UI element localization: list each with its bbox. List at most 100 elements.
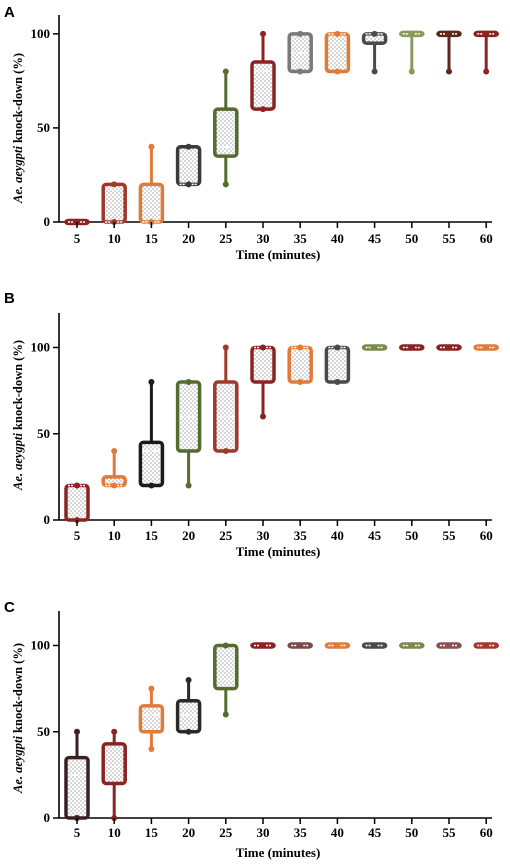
panel-b-letter: B — [4, 290, 15, 307]
min-point — [222, 448, 229, 454]
x-tick-label: 45 — [368, 231, 382, 246]
min-point — [260, 642, 266, 649]
max-point — [111, 728, 118, 735]
min-point — [222, 711, 229, 718]
panel-b-boxes — [64, 344, 499, 523]
box-30 — [250, 30, 276, 113]
box-55 — [436, 642, 462, 649]
panel-a-y-axis-label: Ae. aeygpti knock-down (%) — [11, 53, 25, 204]
x-tick-label: 35 — [294, 825, 308, 840]
panel-c-y-axis-label: Ae. aeygpti knock-down (%) — [11, 643, 25, 794]
box-10 — [101, 181, 127, 225]
box-20 — [175, 379, 202, 489]
y-tick-label: 50 — [37, 724, 50, 739]
box-25 — [213, 642, 239, 718]
min-point — [408, 642, 415, 649]
min-point — [297, 68, 304, 75]
box-30 — [250, 642, 276, 649]
x-tick-label: 10 — [108, 231, 121, 246]
y-tick-label: 0 — [44, 214, 51, 229]
max-point — [148, 379, 155, 385]
max-point — [260, 344, 266, 351]
min-point — [483, 642, 490, 649]
box-body — [250, 345, 276, 384]
x-tick-label: 30 — [257, 825, 270, 840]
y-tick-label: 0 — [44, 512, 51, 527]
panel-b-x-axis-title: Time (minutes) — [236, 544, 321, 559]
panel-c-letter: C — [4, 599, 15, 616]
min-point — [371, 344, 378, 351]
panel-a-y-ticks: 0 50 100 — [31, 26, 59, 229]
y-tick-label: 0 — [44, 810, 51, 825]
max-point — [185, 379, 192, 385]
box-body — [138, 704, 165, 734]
x-tick-label: 60 — [480, 528, 493, 543]
panel-c-x-axis-title: Time (minutes) — [236, 845, 321, 860]
x-tick-label: 35 — [294, 231, 308, 246]
x-tick-label: 20 — [182, 825, 195, 840]
box-body — [175, 144, 202, 187]
min-point — [260, 413, 266, 420]
max-point — [334, 30, 341, 37]
box-15 — [138, 379, 165, 489]
x-tick-label: 30 — [257, 231, 270, 246]
max-point — [185, 677, 192, 683]
box-20 — [175, 677, 202, 735]
min-point — [297, 642, 304, 649]
panel-c: C Ae. aeygpti knock-down (%) 0 50 100 5 10 1… — [4, 599, 499, 860]
x-tick-label: 40 — [331, 528, 344, 543]
max-point — [148, 685, 155, 692]
min-point — [371, 642, 378, 649]
x-tick-label: 35 — [294, 528, 308, 543]
max-point — [111, 448, 118, 454]
box-body — [324, 32, 351, 74]
min-point — [483, 344, 490, 351]
box-body — [101, 182, 127, 224]
box-25 — [213, 344, 239, 454]
max-point — [371, 30, 378, 37]
min-point — [185, 728, 192, 735]
panel-b-y-axis-label: Ae. aeygpti knock-down (%) — [11, 340, 25, 491]
box-body — [138, 440, 165, 488]
x-tick-label: 30 — [257, 528, 270, 543]
min-point — [334, 642, 341, 649]
max-point — [222, 642, 229, 649]
box-20 — [175, 143, 202, 188]
max-point — [222, 344, 229, 351]
x-tick-label: 15 — [145, 825, 159, 840]
box-body — [101, 742, 127, 786]
max-point — [148, 143, 155, 150]
min-point — [222, 181, 229, 188]
x-tick-label: 40 — [331, 231, 344, 246]
x-tick-label: 45 — [368, 825, 382, 840]
box-35 — [287, 30, 313, 75]
y-tick-label: 50 — [37, 426, 50, 441]
min-point — [446, 68, 452, 75]
max-point — [297, 344, 304, 351]
y-tick-label: 100 — [31, 638, 51, 653]
min-point — [408, 68, 415, 75]
max-point — [408, 30, 415, 37]
x-tick-label: 40 — [331, 825, 344, 840]
x-tick-label: 60 — [480, 825, 493, 840]
panel-b-x-ticks: 5 10 15 20 25 30 35 40 45 50 55 60 — [74, 520, 493, 543]
max-point — [185, 143, 192, 150]
box-body — [213, 643, 239, 691]
min-point — [185, 181, 192, 188]
x-tick-label: 20 — [182, 231, 195, 246]
x-tick-label: 55 — [443, 231, 457, 246]
box-60 — [473, 344, 499, 351]
x-tick-label: 5 — [74, 231, 81, 246]
min-point — [111, 482, 118, 489]
x-tick-label: 55 — [443, 825, 457, 840]
x-tick-label: 55 — [443, 528, 457, 543]
box-body — [324, 345, 351, 384]
min-point — [371, 68, 378, 75]
panel-b-y-ticks: 0 50 100 — [31, 340, 59, 527]
box-35 — [287, 642, 313, 649]
box-15 — [138, 685, 165, 752]
y-tick-label: 100 — [31, 340, 51, 355]
box-40 — [324, 642, 351, 649]
x-tick-label: 25 — [219, 825, 233, 840]
x-tick-label: 10 — [108, 825, 121, 840]
